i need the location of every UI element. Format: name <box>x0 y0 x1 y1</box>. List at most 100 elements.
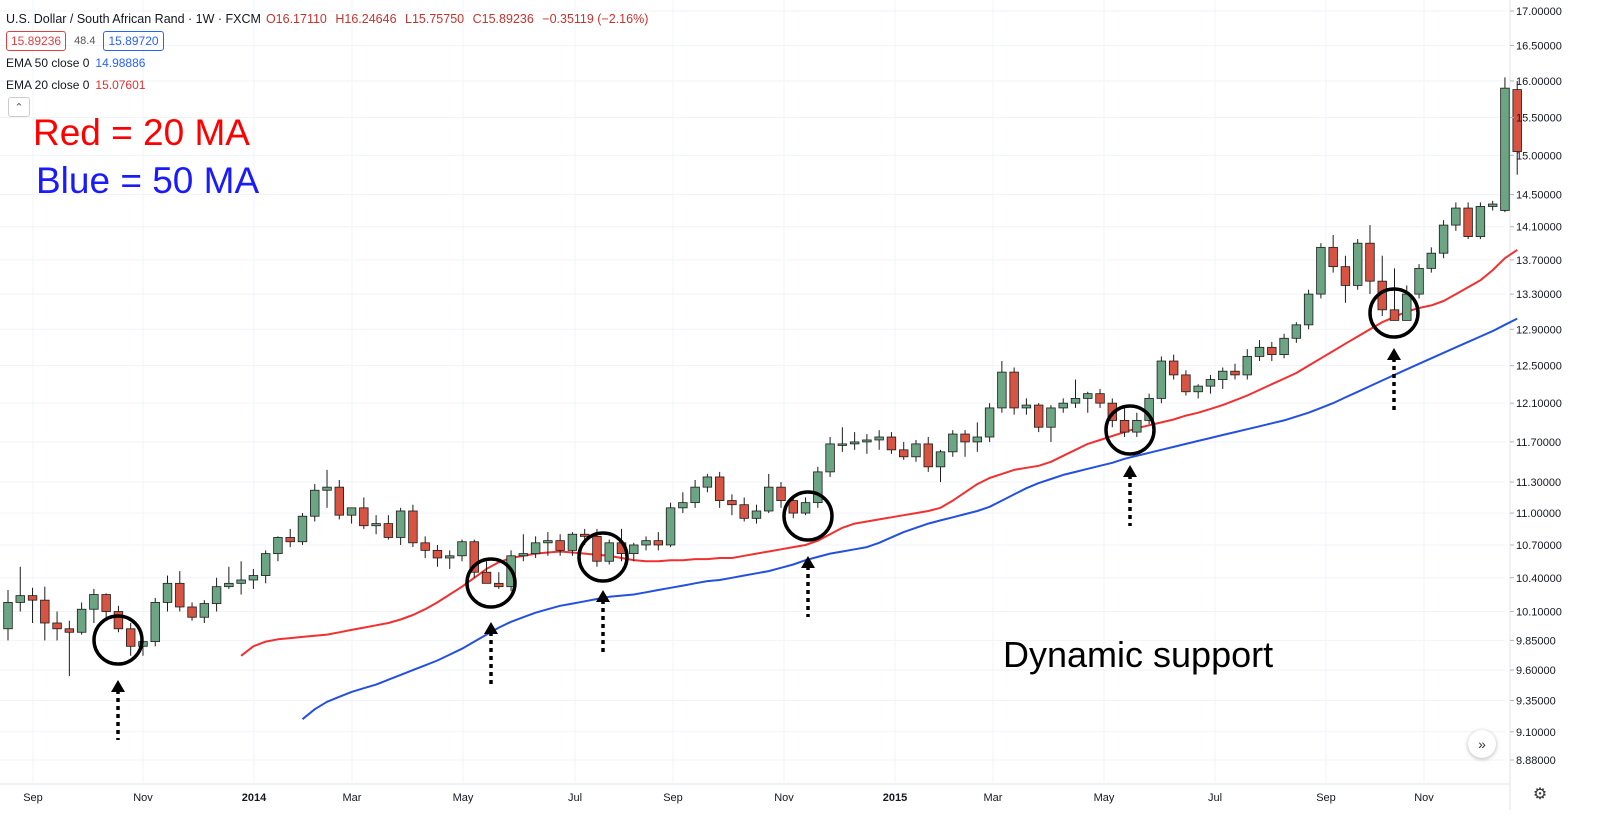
candle-up <box>530 536 541 558</box>
ohlc-low: L15.75750 <box>405 12 465 26</box>
candle-up <box>813 466 823 508</box>
ohlc-high: H16.24646 <box>335 12 397 26</box>
candle-down <box>469 539 479 578</box>
candle-up <box>678 492 688 514</box>
candle-up <box>1046 405 1056 442</box>
candle-down <box>334 480 344 520</box>
gear-icon: ⚙ <box>1532 786 1548 803</box>
scroll-to-realtime-button[interactable]: » <box>1468 730 1496 758</box>
candle-down <box>481 561 492 584</box>
price-tick-label: 16.50000 <box>1516 40 1562 52</box>
candle-up <box>445 550 455 569</box>
candle-up <box>1156 356 1167 404</box>
candle-up <box>1070 379 1081 408</box>
candle-up <box>371 515 381 535</box>
time-tick-label: Mar <box>984 792 1003 804</box>
candle-up <box>1500 77 1510 213</box>
price-tick-label: 9.10000 <box>1516 727 1556 739</box>
candle-up <box>273 536 283 562</box>
candle-down <box>175 571 185 612</box>
candle-up <box>395 507 406 545</box>
red-ma-note: Red = 20 MA <box>33 112 250 153</box>
candle-down <box>494 572 504 589</box>
time-tick-label: Jul <box>1208 792 1222 804</box>
candles <box>3 77 1522 677</box>
candle-up <box>236 561 246 595</box>
candle-down <box>126 623 136 656</box>
chevron-up-icon: ⌃ <box>14 101 24 114</box>
price-tick-label: 10.70000 <box>1516 540 1562 552</box>
buy-price-button[interactable]: 15.89720 <box>103 31 164 51</box>
candle-up <box>1205 374 1216 394</box>
candle-up <box>1242 349 1252 380</box>
candle-up <box>1426 247 1437 273</box>
support-marker <box>1368 287 1420 410</box>
price-tick-label: 9.35000 <box>1516 696 1556 708</box>
candle-up <box>702 473 713 493</box>
candle-down <box>40 586 50 641</box>
chart-settings-button[interactable]: ⚙ <box>1530 784 1550 804</box>
time-tick-label: 2014 <box>242 792 267 804</box>
candle-up <box>1438 220 1449 259</box>
candle-down <box>187 602 197 621</box>
sell-price-button[interactable]: 15.89236 <box>6 31 67 51</box>
price-tick-label: 11.30000 <box>1516 477 1561 489</box>
time-tick-label: Nov <box>133 792 153 804</box>
candle-down <box>101 593 111 618</box>
ema20-value: 15.07601 <box>95 78 146 92</box>
price-tick-label: 14.10000 <box>1516 222 1562 234</box>
time-tick-label: Nov <box>774 792 794 804</box>
candle-up <box>543 532 553 556</box>
candle-up <box>199 600 210 624</box>
candle-up <box>665 502 676 548</box>
candle-down <box>420 536 430 558</box>
candle-up <box>641 536 651 551</box>
candle-up <box>457 539 467 562</box>
indicator-ema50[interactable]: EMA 50 close 0 14.98886 <box>6 52 648 74</box>
dynamic-support-note: Dynamic support <box>1003 634 1274 675</box>
candle-down <box>359 497 369 529</box>
candle-down <box>1009 367 1019 415</box>
candle-up <box>984 403 995 442</box>
candle-up <box>972 422 983 452</box>
candle-down <box>285 528 295 548</box>
time-tick-label: Sep <box>1316 792 1336 804</box>
candle-up <box>1451 202 1461 231</box>
candle-up <box>89 588 99 624</box>
candle-down <box>432 544 443 567</box>
candle-up <box>997 361 1007 413</box>
candle-up <box>1021 398 1032 415</box>
price-tick-label: 11.00000 <box>1516 508 1561 520</box>
collapse-legend-button[interactable]: ⌃ <box>8 97 30 117</box>
price-tick-label: 10.40000 <box>1516 573 1562 585</box>
time-tick-label: Sep <box>23 792 43 804</box>
time-axis[interactable]: Sep Nov 2014 Mar May Jul Sep Nov 2015 Mar May Jul Se… <box>23 792 1434 804</box>
candle-up <box>935 449 946 483</box>
candle-up <box>211 577 222 612</box>
candle-down <box>1267 341 1277 362</box>
candle-up <box>837 427 848 452</box>
candle-down <box>64 620 75 677</box>
candle-down <box>653 532 664 551</box>
price-axis[interactable]: 17.00000 16.50000 16.00000 15.50000 15.00000… <box>1510 6 1562 767</box>
price-tick-label: 15.50000 <box>1516 113 1562 125</box>
candle-up <box>1316 243 1326 299</box>
price-tick-label: 12.90000 <box>1516 324 1562 336</box>
candle-up <box>1218 367 1228 389</box>
candle-down <box>1181 370 1191 396</box>
candle-down <box>1365 225 1375 295</box>
candle-up <box>764 473 774 514</box>
candle-up <box>1487 200 1498 211</box>
indicator-ema20[interactable]: EMA 20 close 0 15.07601 <box>6 74 648 96</box>
time-tick-label: Nov <box>1414 792 1434 804</box>
time-tick-label: Mar <box>343 792 362 804</box>
price-tick-label: 8.88000 <box>1516 755 1556 767</box>
candle-down <box>788 497 798 519</box>
candle-up <box>162 575 173 612</box>
candle-down <box>1340 255 1351 303</box>
candle-up <box>1353 239 1363 290</box>
ema50-path <box>301 317 1518 720</box>
price-tick-label: 12.50000 <box>1516 361 1562 373</box>
candle-up <box>1132 412 1142 438</box>
